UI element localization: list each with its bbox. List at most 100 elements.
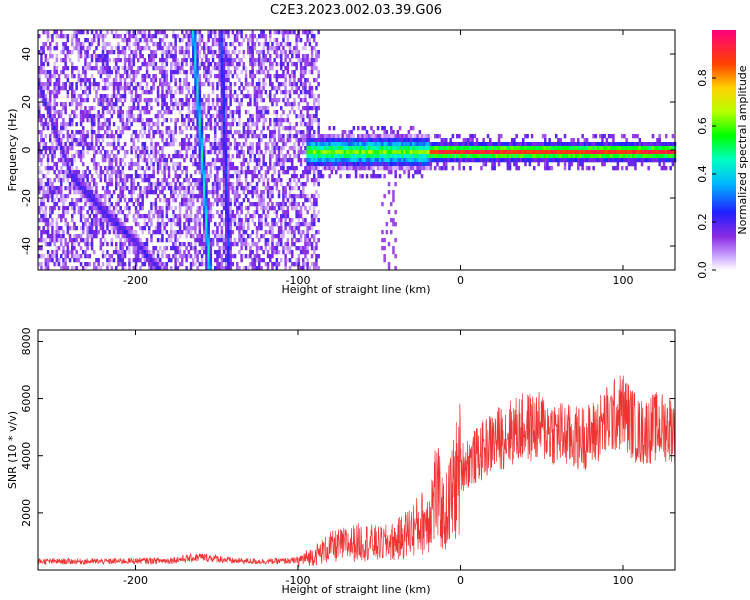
heatmap-cell bbox=[209, 122, 213, 127]
heatmap-cell bbox=[73, 210, 76, 215]
heatmap-cell bbox=[161, 230, 164, 235]
heatmap-cell bbox=[258, 222, 261, 227]
heatmap-cell bbox=[306, 246, 309, 251]
heatmap-cell bbox=[251, 174, 254, 179]
heatmap-cell bbox=[167, 254, 171, 259]
heatmap-cell bbox=[60, 190, 63, 195]
heatmap-cell bbox=[66, 178, 70, 183]
heatmap-cell bbox=[277, 30, 281, 35]
heatmap-cell bbox=[403, 142, 406, 147]
heatmap-cell bbox=[200, 114, 204, 119]
heatmap-cell bbox=[115, 226, 118, 231]
heatmap-cell bbox=[79, 54, 83, 59]
heatmap-cell bbox=[150, 38, 153, 43]
heatmap-cell bbox=[108, 198, 111, 203]
heatmap-cell bbox=[251, 134, 254, 139]
heatmap-cell bbox=[40, 62, 43, 67]
heatmap-cell bbox=[299, 194, 303, 199]
heatmap-cell bbox=[93, 38, 96, 43]
heatmap-cell bbox=[150, 218, 153, 223]
heatmap-cell bbox=[137, 166, 140, 171]
heatmap-cell bbox=[165, 158, 169, 163]
heatmap-cell bbox=[60, 226, 63, 231]
heatmap-cell bbox=[236, 182, 239, 187]
heatmap-cell bbox=[264, 106, 268, 111]
heatmap-cell bbox=[264, 170, 268, 175]
heatmap-cell bbox=[284, 74, 287, 79]
heatmap-cell bbox=[90, 186, 94, 191]
heatmap-cell bbox=[211, 58, 215, 63]
heatmap-cell bbox=[156, 90, 160, 95]
heatmap-cell bbox=[255, 94, 259, 99]
heatmap-cell bbox=[192, 70, 195, 75]
heatmap-cell bbox=[152, 266, 155, 271]
heatmap-cell bbox=[110, 130, 114, 135]
heatmap-cell bbox=[159, 94, 162, 99]
heatmap-cell bbox=[53, 90, 56, 95]
heatmap-cell bbox=[273, 58, 276, 63]
heatmap-cell bbox=[288, 202, 292, 207]
heatmap-cell bbox=[269, 118, 272, 123]
heatmap-cell bbox=[189, 254, 193, 259]
heatmap-cell bbox=[176, 218, 180, 223]
heatmap-cell bbox=[306, 30, 309, 35]
heatmap-cell bbox=[154, 154, 158, 159]
heatmap-cell bbox=[101, 62, 105, 67]
heatmap-cell bbox=[95, 186, 98, 191]
heatmap-cell bbox=[385, 230, 389, 235]
heatmap-cell bbox=[88, 190, 92, 195]
heatmap-cell bbox=[244, 182, 248, 187]
heatmap-cell bbox=[60, 50, 63, 55]
heatmap-cell bbox=[266, 178, 270, 183]
heatmap-cell bbox=[207, 66, 210, 71]
heatmap-cell bbox=[306, 198, 309, 203]
heatmap-cell bbox=[203, 138, 206, 143]
heatmap-cell bbox=[269, 38, 272, 43]
heatmap-cell bbox=[139, 86, 142, 91]
heatmap-cell bbox=[310, 262, 314, 267]
heatmap-cell bbox=[117, 90, 120, 95]
heatmap-cell bbox=[99, 30, 103, 35]
heatmap-cell bbox=[66, 122, 70, 127]
heatmap-cell bbox=[82, 110, 85, 115]
heatmap-cell bbox=[95, 214, 98, 219]
heatmap-cell bbox=[132, 106, 136, 111]
heatmap-cell bbox=[62, 258, 65, 263]
heatmap-cell bbox=[392, 222, 395, 227]
heatmap-cell bbox=[222, 58, 226, 63]
heatmap-cell bbox=[222, 90, 226, 95]
heatmap-cell bbox=[354, 138, 358, 143]
heatmap-cell bbox=[126, 122, 129, 127]
heatmap-cell bbox=[121, 266, 125, 271]
heatmap-cell bbox=[176, 250, 180, 255]
heatmap-cell bbox=[297, 50, 301, 55]
heatmap-cell bbox=[238, 118, 241, 123]
heatmap-cell bbox=[291, 70, 294, 75]
heatmap-cell bbox=[211, 50, 215, 55]
heatmap-cell bbox=[163, 78, 166, 83]
heatmap-cell bbox=[291, 134, 294, 139]
heatmap-cell bbox=[295, 54, 298, 59]
heatmap-cell bbox=[123, 218, 127, 223]
heatmap-cell bbox=[46, 30, 50, 35]
heatmap-cell bbox=[277, 170, 281, 175]
heatmap-cell bbox=[282, 110, 285, 115]
heatmap-cell bbox=[42, 98, 45, 103]
heatmap-cell bbox=[64, 110, 67, 115]
heatmap-cell bbox=[161, 238, 164, 243]
heatmap-cell bbox=[57, 130, 61, 135]
heatmap-cell bbox=[251, 70, 254, 75]
heatmap-cell bbox=[57, 110, 61, 115]
heatmap-cell bbox=[335, 170, 338, 175]
heatmap-cell bbox=[370, 158, 373, 163]
heatmap-cell bbox=[330, 154, 334, 159]
heatmap-cell bbox=[192, 50, 195, 55]
heatmap-cell bbox=[218, 250, 221, 255]
heatmap-cell bbox=[99, 70, 103, 75]
heatmap-cell bbox=[385, 130, 389, 135]
heatmap-cell bbox=[174, 58, 177, 63]
heatmap-cell bbox=[352, 162, 356, 167]
heatmap-cell bbox=[229, 266, 232, 271]
heatmap-cell bbox=[106, 218, 109, 223]
heatmap-cell bbox=[88, 86, 92, 91]
